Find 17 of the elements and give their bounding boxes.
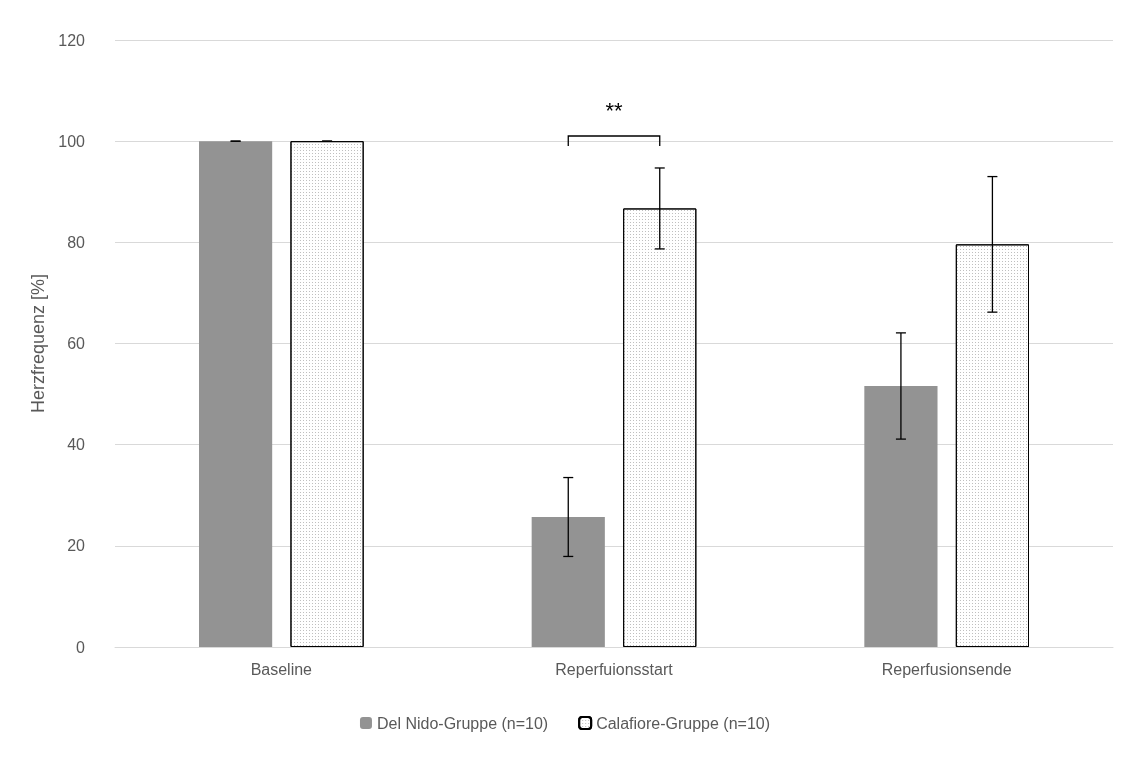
bar [531, 517, 605, 647]
y-tick-label: 0 [76, 638, 86, 656]
y-tick-label: 20 [67, 537, 86, 555]
bar [199, 141, 273, 647]
annotation: ** [605, 97, 623, 123]
y-tick-label: 60 [67, 335, 86, 352]
y-axis-title: Herzfrequenz [%] [28, 273, 49, 414]
y-tick-label: 100 [58, 132, 86, 150]
y-tick-label: 120 [58, 31, 86, 49]
x-tick-label: Reperfuionsstart [555, 660, 674, 678]
x-tick-label: Reperfusionsende [881, 660, 1012, 678]
legend-label: Calafiore-Gruppe (n=10) [596, 714, 771, 732]
legend-label: Del Nido-Gruppe (n=10) [376, 714, 549, 732]
bar [864, 385, 938, 647]
x-tick-label: Baseline [250, 660, 313, 678]
y-tick-label: 80 [67, 233, 86, 251]
y-tick-label: 40 [67, 436, 86, 454]
